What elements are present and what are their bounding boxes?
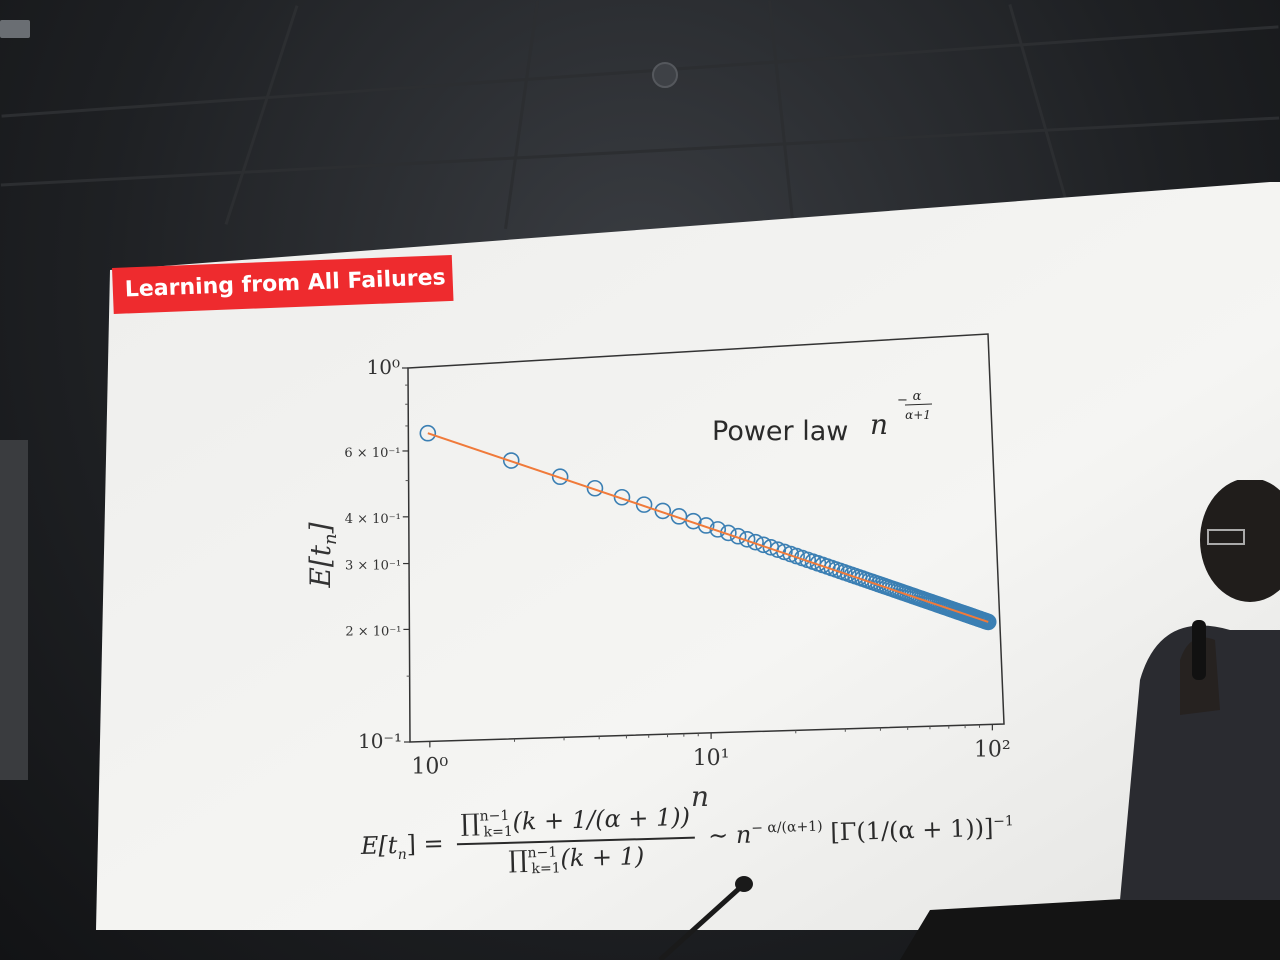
data-point-marker — [586, 479, 604, 497]
y-tick-label: 4 × 10⁻¹ — [345, 512, 401, 527]
data-point-marker — [551, 468, 569, 486]
ceiling-sprinkler — [652, 62, 678, 88]
data-point-marker — [979, 613, 997, 631]
speaker-person — [1120, 480, 1280, 900]
data-point-marker — [654, 502, 672, 520]
plot-frame — [407, 333, 1005, 743]
ceiling — [0, 0, 1280, 230]
svg-text:−: − — [897, 393, 908, 408]
y-tick-label: 10⁻¹ — [358, 729, 402, 753]
x-tick-label: 10¹ — [693, 746, 730, 771]
x-tick-label: 10⁰ — [411, 754, 448, 779]
power-law-fit-line — [427, 432, 989, 623]
annotation-exp-den: α+1 — [905, 408, 931, 422]
x-axis-label: n — [691, 780, 709, 813]
data-point-marker — [635, 496, 653, 513]
y-tick-label: 6 × 10⁻¹ — [344, 446, 400, 461]
y-axis-label: E[tn] — [304, 522, 341, 588]
glasses-icon — [1207, 529, 1245, 545]
data-point-marker — [502, 452, 520, 469]
microphone-icon — [1192, 620, 1206, 680]
annotation-var: n — [870, 408, 888, 441]
y-tick-label: 2 × 10⁻¹ — [345, 624, 401, 639]
data-point-marker — [613, 488, 631, 506]
annotation-text: Power law — [712, 416, 848, 447]
data-point-marker — [747, 533, 764, 551]
data-point-marker — [419, 424, 437, 442]
data-point-marker — [738, 530, 756, 548]
y-tick-label: 3 × 10⁻¹ — [345, 559, 401, 574]
annotation-exp-num: α — [913, 389, 922, 404]
y-tick-label: 10⁰ — [367, 355, 400, 379]
data-point-marker — [755, 536, 772, 554]
ceiling-light — [0, 20, 30, 38]
power-law-annotation: Power law n − α α+1 — [712, 389, 933, 447]
x-tick-label: 10² — [974, 737, 1011, 762]
